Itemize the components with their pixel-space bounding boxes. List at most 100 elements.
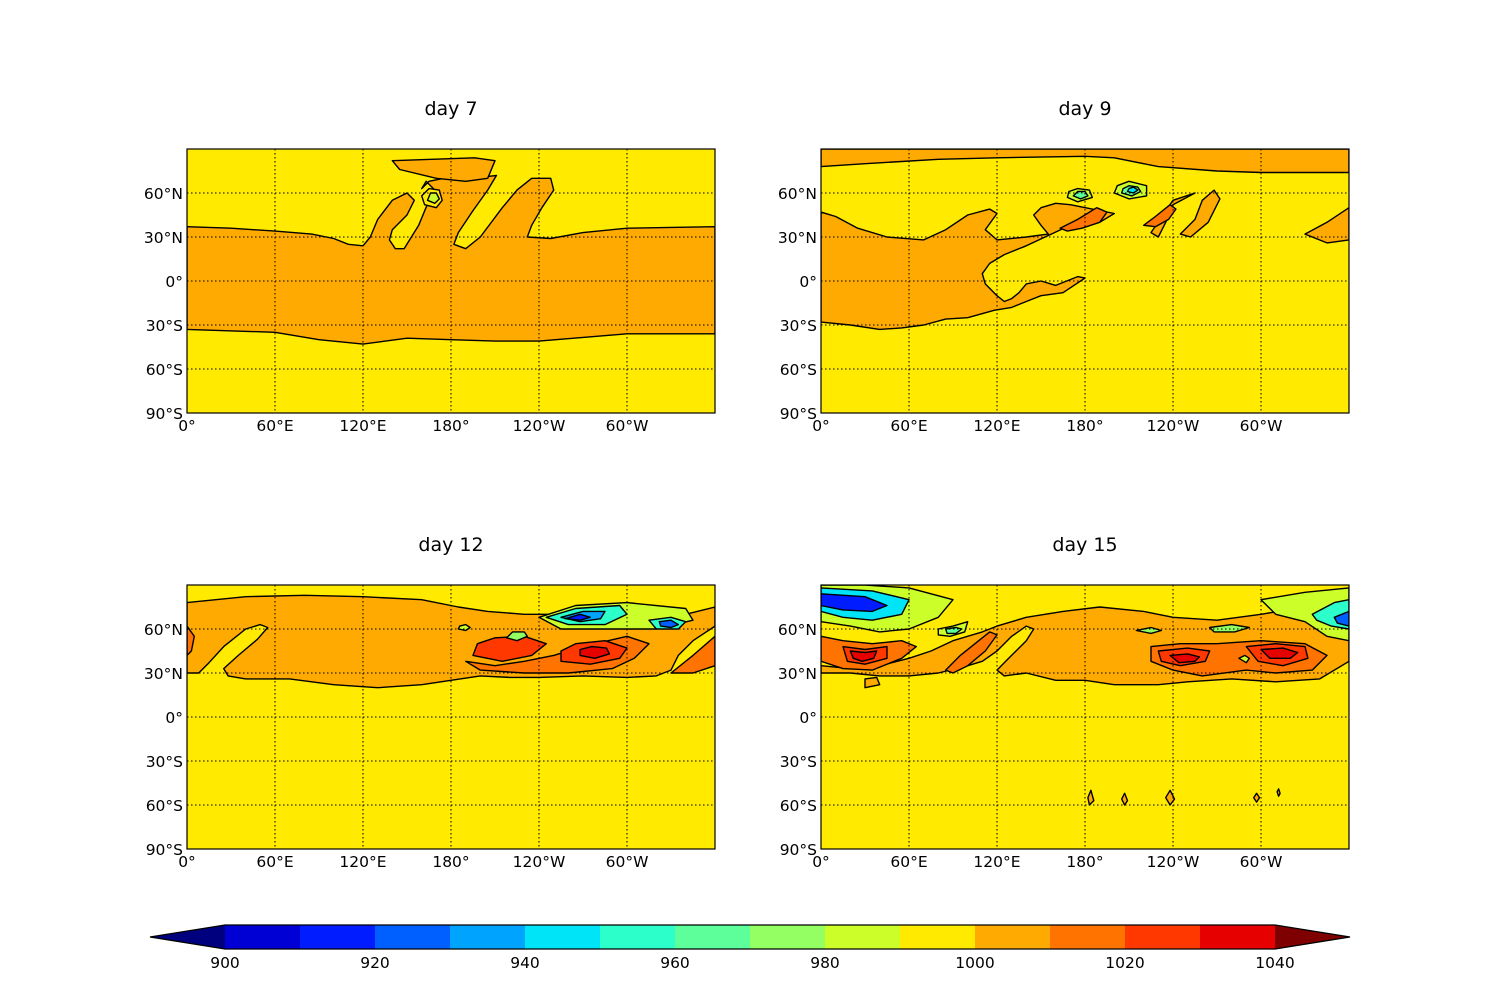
colorbar-segment (150, 925, 225, 949)
panel-title: day 12 (418, 534, 483, 556)
x-tick-label: 60°W (606, 853, 649, 871)
contour-region (1333, 610, 1349, 627)
x-tick-label: 60°E (890, 853, 927, 871)
y-tick-label: 90°S (146, 841, 183, 859)
y-tick-label: 60°N (144, 621, 183, 639)
colorbar-segment (1125, 925, 1200, 949)
contour-region (1209, 623, 1250, 633)
x-tick-label: 180° (1066, 417, 1103, 435)
graticule (187, 585, 715, 849)
colorbar-tick-label: 900 (210, 954, 240, 972)
y-tick-label: 30°S (780, 317, 817, 335)
contour-region (1059, 207, 1108, 232)
colorbar-segment (450, 925, 525, 949)
map-panels: day 7 0° 60°E 120°E 180° 120°W 60°W 90°S 60°S 30°… (144, 98, 1350, 871)
colorbar-segment (675, 925, 750, 949)
x-tick-label: 60°W (1240, 417, 1283, 435)
y-tick-label: 90°S (780, 405, 817, 423)
contour-region (821, 593, 888, 613)
x-tick-label: 180° (432, 417, 469, 435)
colorbar-segment (225, 925, 300, 949)
x-tick-label: 120°W (513, 417, 566, 435)
colorbar-tick-label: 980 (810, 954, 840, 972)
x-tick-label: 120°W (1147, 853, 1200, 871)
colorbar-tick-label: 1040 (1255, 954, 1294, 972)
contour-region (1087, 789, 1095, 806)
contour-region (1179, 189, 1221, 238)
map-frame (820, 584, 1350, 850)
contour-region (849, 650, 878, 662)
contour-region (579, 645, 611, 659)
x-tick-label: 0° (812, 853, 830, 871)
contour-region (1276, 788, 1281, 797)
x-tick-label: 60°W (1240, 853, 1283, 871)
contour-region (472, 635, 547, 662)
contour-region (1169, 653, 1201, 664)
x-tick-label: 120°E (973, 853, 1020, 871)
contour-region (670, 635, 715, 674)
x-tick-label: 120°W (1147, 417, 1200, 435)
y-tick-label: 60°S (780, 797, 817, 815)
y-tick-label: 30°S (146, 317, 183, 335)
panel-title: day 15 (1052, 534, 1117, 556)
map-frame (186, 148, 716, 414)
y-tick-label: 0° (799, 709, 817, 727)
x-tick-label: 0° (812, 417, 830, 435)
contour-region (1165, 789, 1176, 806)
x-tick-label: 180° (1066, 853, 1103, 871)
colorbar-segment (1050, 925, 1125, 949)
colorbar: 900 920 940 960 980 1000 1020 1040 (149, 924, 1351, 972)
contour-region (564, 613, 591, 621)
y-tick-label: 30°N (144, 229, 183, 247)
x-tick-label: 120°E (339, 417, 386, 435)
colorbar-segment (375, 925, 450, 949)
contour-region (658, 619, 679, 629)
map-panel-3: day 12 0° 60°E 120°E 180° 120°W 60°W 90°S 60°S 30… (144, 534, 716, 871)
x-tick-label: 120°E (339, 853, 386, 871)
contour-region (821, 149, 1349, 174)
y-tick-label: 30°N (778, 229, 817, 247)
contour-region (1260, 587, 1349, 642)
colorbar-segment (750, 925, 825, 949)
x-tick-label: 180° (432, 853, 469, 871)
contour-region (1304, 207, 1349, 244)
y-tick-label: 60°S (146, 361, 183, 379)
panel-title: day 7 (424, 98, 477, 120)
x-tick-label: 60°E (256, 417, 293, 435)
graticule (821, 149, 1349, 413)
y-tick-label: 60°S (146, 797, 183, 815)
contour-region (1072, 190, 1089, 200)
map-frame (186, 584, 716, 850)
y-tick-label: 60°S (780, 361, 817, 379)
contour-region (187, 625, 195, 657)
colorbar-tick-label: 940 (510, 954, 540, 972)
y-tick-label: 0° (799, 273, 817, 291)
colorbar-segment (975, 925, 1050, 949)
x-tick-label: 60°E (256, 853, 293, 871)
y-tick-label: 90°S (780, 841, 817, 859)
colorbar-segment (900, 925, 975, 949)
x-tick-label: 0° (178, 853, 196, 871)
map-frame (820, 148, 1350, 414)
colorbar-segment (825, 925, 900, 949)
panel-title: day 9 (1058, 98, 1111, 120)
y-tick-label: 0° (165, 273, 183, 291)
y-tick-label: 90°S (146, 405, 183, 423)
contour-region (1143, 204, 1177, 228)
graticule (821, 585, 1349, 849)
x-tick-label: 0° (178, 417, 196, 435)
colorbar-segment (525, 925, 600, 949)
x-tick-label: 120°E (973, 417, 1020, 435)
x-tick-label: 60°W (606, 417, 649, 435)
contour-region (391, 157, 496, 182)
y-tick-label: 60°N (144, 185, 183, 203)
contour-region (1121, 792, 1129, 806)
x-tick-label: 120°W (513, 853, 566, 871)
y-tick-label: 60°N (778, 621, 817, 639)
colorbar-tick-label: 960 (660, 954, 690, 972)
contour-region (1238, 654, 1250, 664)
y-tick-label: 0° (165, 709, 183, 727)
colorbar-outline (149, 924, 1351, 950)
contour-region (945, 631, 998, 674)
